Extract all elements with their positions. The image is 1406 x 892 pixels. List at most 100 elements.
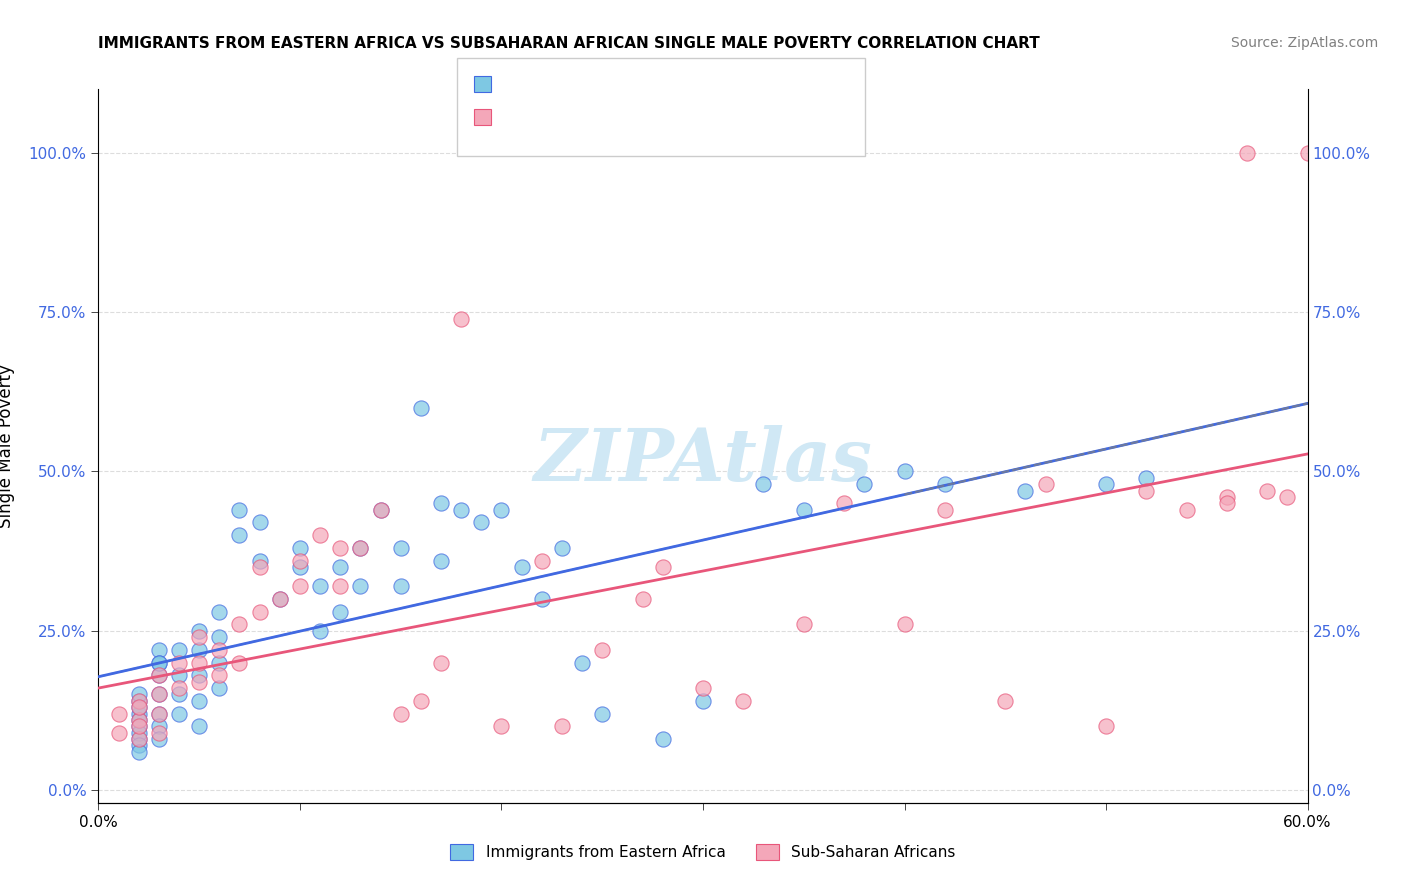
- Text: R =  0.571   N = 68: R = 0.571 N = 68: [485, 76, 675, 94]
- Point: [370, 502, 392, 516]
- Point: [148, 719, 170, 733]
- Point: [128, 706, 150, 721]
- Point: [893, 465, 915, 479]
- Point: [309, 579, 332, 593]
- Point: [1216, 496, 1239, 510]
- Point: [994, 694, 1017, 708]
- Point: [692, 694, 714, 708]
- Point: [692, 681, 714, 695]
- Point: [148, 688, 170, 702]
- Point: [288, 560, 311, 574]
- Point: [1135, 471, 1157, 485]
- Point: [148, 668, 170, 682]
- Point: [128, 694, 150, 708]
- Point: [107, 725, 129, 739]
- Point: [208, 656, 231, 670]
- Point: [128, 739, 150, 753]
- Point: [409, 694, 432, 708]
- Point: [1095, 477, 1118, 491]
- Point: [167, 681, 190, 695]
- Point: [349, 541, 371, 555]
- Point: [167, 668, 190, 682]
- Point: [530, 591, 553, 606]
- Point: [329, 605, 352, 619]
- Point: [430, 656, 453, 670]
- Point: [551, 541, 574, 555]
- Point: [128, 732, 150, 747]
- Point: [208, 681, 231, 695]
- Point: [510, 560, 533, 574]
- Point: [934, 477, 956, 491]
- Legend: Immigrants from Eastern Africa, Sub-Saharan Africans: Immigrants from Eastern Africa, Sub-Saha…: [444, 838, 962, 866]
- Point: [228, 617, 250, 632]
- Point: [1216, 490, 1239, 504]
- Point: [631, 591, 654, 606]
- Point: [389, 541, 412, 555]
- Point: [591, 643, 613, 657]
- Point: [389, 579, 412, 593]
- Point: [430, 496, 453, 510]
- Point: [1095, 719, 1118, 733]
- Point: [128, 725, 150, 739]
- Point: [249, 560, 271, 574]
- Point: [934, 502, 956, 516]
- Point: [1175, 502, 1198, 516]
- Point: [733, 694, 755, 708]
- Point: [128, 688, 150, 702]
- Point: [1256, 483, 1278, 498]
- Point: [793, 617, 815, 632]
- Point: [148, 732, 170, 747]
- Point: [128, 713, 150, 727]
- Point: [530, 554, 553, 568]
- Point: [228, 502, 250, 516]
- Point: [450, 502, 472, 516]
- Text: Source: ZipAtlas.com: Source: ZipAtlas.com: [1230, 36, 1378, 50]
- Point: [128, 745, 150, 759]
- Point: [148, 725, 170, 739]
- Point: [288, 541, 311, 555]
- Point: [651, 560, 673, 574]
- Point: [752, 477, 775, 491]
- Point: [188, 668, 211, 682]
- Point: [651, 732, 673, 747]
- Point: [370, 502, 392, 516]
- Point: [491, 502, 513, 516]
- Point: [188, 656, 211, 670]
- Point: [148, 706, 170, 721]
- Point: [491, 719, 513, 733]
- Point: [470, 516, 492, 530]
- Point: [269, 591, 291, 606]
- Point: [167, 706, 190, 721]
- Point: [309, 624, 332, 638]
- Point: [107, 706, 129, 721]
- Point: [128, 694, 150, 708]
- Point: [128, 732, 150, 747]
- Point: [188, 630, 211, 644]
- Point: [167, 643, 190, 657]
- Point: [228, 656, 250, 670]
- Point: [208, 668, 231, 682]
- Point: [128, 713, 150, 727]
- Point: [228, 528, 250, 542]
- Point: [591, 706, 613, 721]
- Point: [329, 579, 352, 593]
- Point: [208, 643, 231, 657]
- Point: [1035, 477, 1057, 491]
- Point: [309, 528, 332, 542]
- Point: [148, 688, 170, 702]
- Point: [249, 554, 271, 568]
- Point: [249, 516, 271, 530]
- Point: [288, 579, 311, 593]
- Point: [167, 656, 190, 670]
- Point: [148, 656, 170, 670]
- Point: [1014, 483, 1036, 498]
- Y-axis label: Single Male Poverty: Single Male Poverty: [0, 364, 14, 528]
- Point: [409, 401, 432, 415]
- Point: [148, 643, 170, 657]
- Point: [188, 719, 211, 733]
- Point: [832, 496, 855, 510]
- Point: [349, 579, 371, 593]
- Point: [128, 700, 150, 714]
- Point: [1296, 145, 1319, 160]
- Point: [148, 668, 170, 682]
